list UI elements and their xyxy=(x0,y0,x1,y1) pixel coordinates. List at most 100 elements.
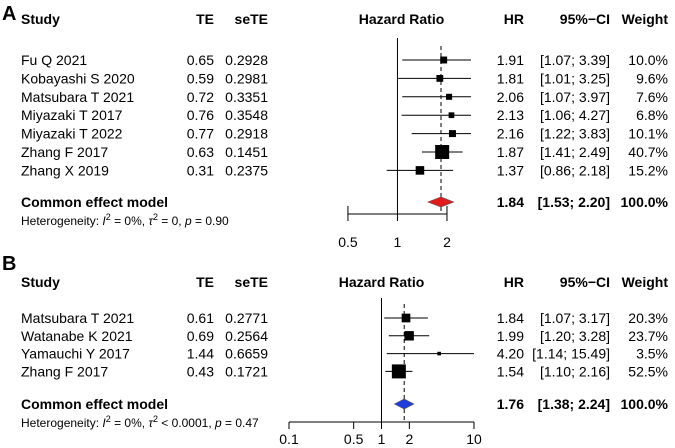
summary-hr: 1.76 xyxy=(497,396,524,412)
study-ci: [1.07; 3.39] xyxy=(540,52,610,68)
heterogeneity-i2-val: = 0%, xyxy=(111,416,149,430)
header-hazard-ratio: Hazard Ratio xyxy=(359,11,445,27)
header-weight: Weight xyxy=(622,274,669,290)
header-study: Study xyxy=(21,11,60,27)
x-tick-label: 0.5 xyxy=(344,431,364,447)
study-hr: 1.37 xyxy=(497,162,524,178)
summary-label: Common effect model xyxy=(21,194,168,210)
heterogeneity-i2-sym: I xyxy=(102,416,106,430)
heterogeneity-p-sym: p xyxy=(214,416,222,430)
study-te: 0.61 xyxy=(187,310,214,326)
panel-a: A Study TE seTE Hazard Ratio HR 95%−CI Weight Fu… xyxy=(2,3,669,250)
study-te: 0.77 xyxy=(187,126,214,142)
heterogeneity-i2-sup: 2 xyxy=(106,414,111,424)
x-tick-label: 2 xyxy=(443,234,451,250)
summary-diamond xyxy=(426,196,455,208)
x-tick-label: 0.1 xyxy=(279,431,299,447)
summary-hr: 1.84 xyxy=(497,194,524,210)
study-name: Fu Q 2021 xyxy=(21,52,87,68)
header-te: TE xyxy=(196,11,214,27)
header-te: TE xyxy=(196,274,214,290)
study-sete: 0.3351 xyxy=(225,89,268,105)
study-sete: 0.1721 xyxy=(225,363,268,379)
heterogeneity-i2-sym: I xyxy=(102,214,106,228)
heterogeneity-tau-sym: τ xyxy=(148,214,154,228)
study-te: 0.72 xyxy=(187,89,214,105)
study-estimate-box xyxy=(448,112,455,119)
study-ci: [1.14; 15.49] xyxy=(532,346,610,362)
study-weight: 20.3% xyxy=(628,310,668,326)
study-weight: 3.5% xyxy=(636,346,668,362)
study-name: Yamauchi Y 2017 xyxy=(21,346,130,362)
study-hr: 1.91 xyxy=(497,52,524,68)
x-tick-label: 1 xyxy=(378,431,386,447)
study-weight: 40.7% xyxy=(628,144,668,160)
study-estimate-box xyxy=(404,331,414,341)
study-sete: 0.2771 xyxy=(225,310,268,326)
study-sete: 0.2981 xyxy=(225,70,268,86)
study-name: Zhang F 2017 xyxy=(21,363,108,379)
study-name: Watanabe K 2021 xyxy=(21,328,133,344)
study-te: 0.76 xyxy=(187,107,214,123)
heterogeneity-prefix: Heterogeneity: xyxy=(21,214,102,228)
summary-diamond xyxy=(393,398,415,410)
study-estimate-box xyxy=(435,145,450,159)
study-weight: 10.1% xyxy=(628,126,668,142)
heterogeneity-p-val: = 0.47 xyxy=(222,416,259,430)
heterogeneity-p-val: = 0.90 xyxy=(192,214,229,228)
study-ci: [1.06; 4.27] xyxy=(540,107,610,123)
panel-label: A xyxy=(2,3,16,25)
study-hr: 1.87 xyxy=(497,144,524,160)
study-sete: 0.2918 xyxy=(225,126,268,142)
study-hr: 2.13 xyxy=(497,107,524,123)
header-ci: 95%−CI xyxy=(560,274,610,290)
study-te: 0.59 xyxy=(187,70,214,86)
study-name: Miyazaki T 2022 xyxy=(21,126,123,142)
x-tick-label: 0.5 xyxy=(338,234,358,250)
study-te: 0.43 xyxy=(187,363,214,379)
study-sete: 0.2375 xyxy=(225,162,268,178)
study-sete: 0.1451 xyxy=(225,144,268,160)
study-hr: 4.20 xyxy=(497,346,524,362)
x-tick-label: 2 xyxy=(405,431,413,447)
header-sete: seTE xyxy=(235,11,268,27)
study-weight: 9.6% xyxy=(636,70,668,86)
heterogeneity-text: Heterogeneity: I2 = 0%, τ2 = 0, p = 0.90 xyxy=(21,212,229,228)
study-estimate-box xyxy=(448,130,456,138)
study-ci: [1.22; 3.83] xyxy=(540,126,610,142)
header-study: Study xyxy=(21,274,60,290)
header-hr: HR xyxy=(504,11,524,27)
panel-label: B xyxy=(2,253,16,275)
heterogeneity-tau-val: < 0.0001, xyxy=(158,416,215,430)
study-hr: 1.81 xyxy=(497,70,524,86)
study-weight: 52.5% xyxy=(628,363,668,379)
summary-label: Common effect model xyxy=(21,396,168,412)
study-ci: [1.01; 3.25] xyxy=(540,70,610,86)
study-estimate-box xyxy=(437,351,441,356)
study-ci: [1.20; 3.28] xyxy=(540,328,610,344)
header-ci: 95%−CI xyxy=(560,11,610,27)
study-ci: [0.86; 2.18] xyxy=(540,162,610,178)
heterogeneity-i2-sup: 2 xyxy=(106,212,111,222)
heterogeneity-prefix: Heterogeneity: xyxy=(21,416,102,430)
heterogeneity-i2-val: = 0%, xyxy=(111,214,149,228)
summary-ci: [1.53; 2.20] xyxy=(538,194,610,210)
study-estimate-box xyxy=(446,93,453,100)
study-weight: 23.7% xyxy=(628,328,668,344)
study-hr: 1.84 xyxy=(497,310,524,326)
study-ci: [1.10; 2.16] xyxy=(540,363,610,379)
study-name: Matsubara T 2021 xyxy=(21,310,134,326)
header-sete: seTE xyxy=(235,274,268,290)
heterogeneity-p-sym: p xyxy=(184,214,192,228)
study-sete: 0.2928 xyxy=(225,52,268,68)
panel-b: B Study TE seTE Hazard Ratio HR 95%−CI Weight Ma… xyxy=(2,253,669,447)
study-name: Zhang X 2019 xyxy=(21,162,109,178)
header-hr: HR xyxy=(504,274,524,290)
study-estimate-box xyxy=(436,75,444,82)
study-sete: 0.2564 xyxy=(225,328,268,344)
study-estimate-box xyxy=(401,313,411,323)
study-name: Kobayashi S 2020 xyxy=(21,70,135,86)
heterogeneity-tau-sup: 2 xyxy=(153,212,158,222)
header-weight: Weight xyxy=(622,11,669,27)
heterogeneity-text: Heterogeneity: I2 = 0%, τ2 < 0.0001, p =… xyxy=(21,414,259,430)
